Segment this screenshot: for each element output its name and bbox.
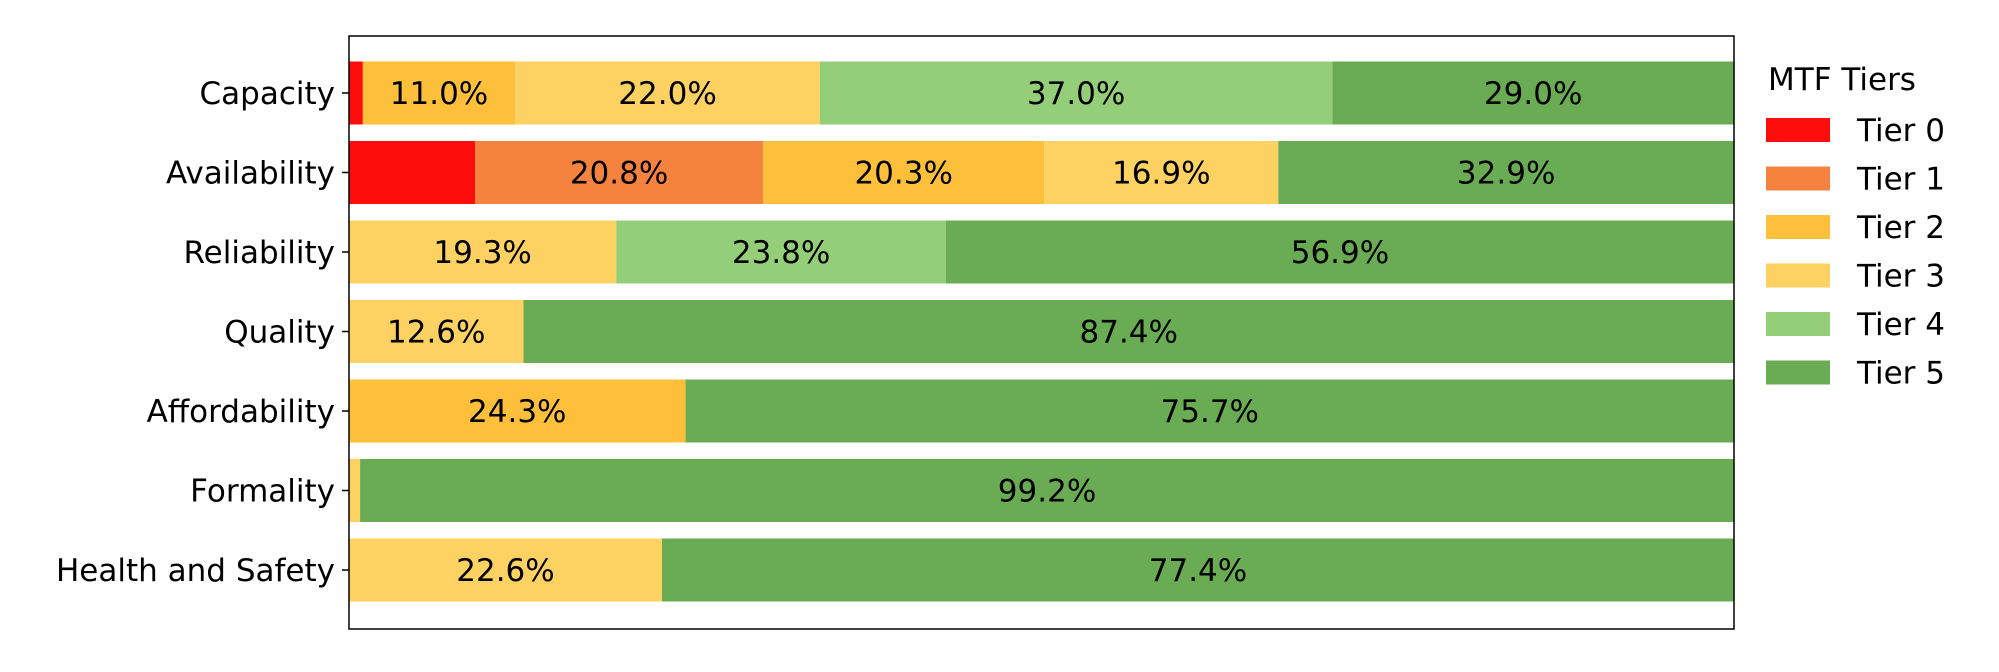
legend: MTF Tiers Tier 0 Tier 1 Tier 2 Tier 3 Tier 4… [1766,62,1945,392]
data-label: 23.8% [732,235,830,271]
category-label-health-and-safety: Health and Safety [56,553,335,589]
data-label: 32.9% [1457,156,1555,192]
bar-affordability-tier-2 [349,379,686,443]
bar-capacity-tier-0 [349,61,363,125]
bar-availability-tier-2 [763,141,1045,204]
data-label: 29.0% [1484,76,1582,112]
legend-swatch-tier-4 [1766,312,1830,336]
category-label-capacity: Capacity [200,76,335,112]
bar-availability-tier-0 [349,141,476,204]
category-axis: Capacity Availability Reliability Quality Af… [56,76,349,589]
bar-capacity-tier-3 [515,61,820,125]
category-label-formality: Formality [190,474,335,510]
data-label: 56.9% [1291,235,1389,271]
legend-label-tier-2: Tier 2 [1856,210,1945,246]
data-label: 24.3% [468,394,566,430]
data-label: 77.4% [1149,553,1247,589]
category-label-reliability: Reliability [184,235,335,271]
legend-title: MTF Tiers [1768,62,1916,98]
legend-label-tier-1: Tier 1 [1856,162,1945,198]
legend-label-tier-5: Tier 5 [1856,356,1945,392]
legend-swatch-tier-0 [1766,118,1830,142]
data-label: 37.0% [1027,76,1125,112]
legend-label-tier-0: Tier 0 [1856,113,1945,149]
data-label: 20.3% [854,156,952,192]
bar-capacity-tier-4 [819,61,1333,125]
plot-frame [348,35,1735,630]
bar-health-and-safety-tier-5 [662,538,1734,602]
bar-formality-tier-3 [349,459,361,522]
data-label: 19.3% [433,235,531,271]
data-label: 20.8% [570,156,668,192]
bar-availability-tier-3 [1044,141,1279,204]
bar-affordability-tier-5 [685,379,1735,443]
category-label-availability: Availability [166,156,335,192]
bar-reliability-tier-4 [616,220,946,284]
legend-swatch-tier-5 [1766,360,1830,385]
data-label: 22.0% [618,76,716,112]
data-label: 75.7% [1161,394,1259,430]
bar-reliability-tier-5 [945,220,1734,284]
legend-label-tier-3: Tier 3 [1856,259,1945,295]
data-label: 12.6% [387,315,485,351]
category-label-quality: Quality [224,315,335,351]
bar-formality-tier-5 [360,459,1735,522]
bar-capacity-tier-5 [1332,61,1734,125]
bar-quality-tier-3 [349,300,524,363]
data-label: 16.9% [1112,156,1210,192]
bar-health-and-safety-tier-3 [349,538,663,602]
legend-swatch-tier-1 [1766,166,1830,191]
data-label: 99.2% [998,474,1096,510]
data-label: 11.0% [390,76,488,112]
legend-swatch-tier-2 [1766,215,1830,239]
bar-reliability-tier-3 [349,220,617,284]
data-label: 87.4% [1080,315,1178,351]
legend-label-tier-4: Tier 4 [1856,307,1945,343]
legend-swatch-tier-3 [1766,263,1830,288]
category-label-affordability: Affordability [147,394,335,430]
data-label: 22.6% [456,553,554,589]
bars-layer: 11.0% 22.0% 37.0% 29.0% 20.8% 20.3% 16.9% 32.9%… [349,61,1735,602]
bar-availability-tier-5 [1278,141,1734,204]
bar-quality-tier-5 [523,300,1734,363]
bar-availability-tier-1 [475,141,764,204]
bar-capacity-tier-2 [362,61,516,125]
